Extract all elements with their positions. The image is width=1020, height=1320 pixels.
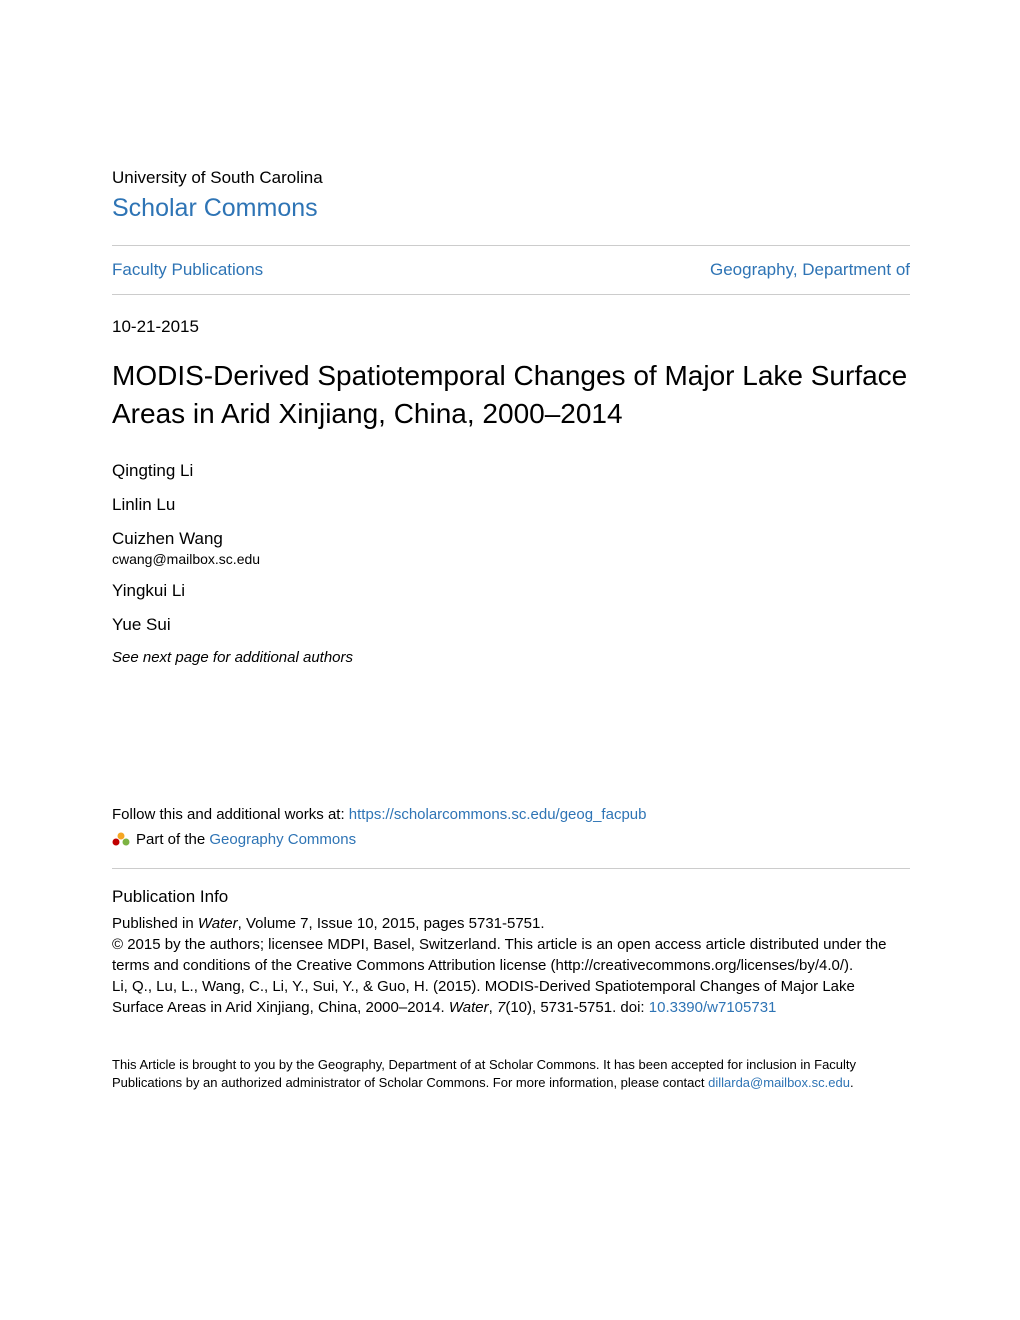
copyright-text: © 2015 by the authors; licensee MDPI, Ba… [112,936,887,974]
journal-name: Water [198,915,238,932]
author: Qingting Li [112,461,910,481]
citation-suffix: (10), 5731-5751. doi: [505,999,648,1016]
author-email: cwang@mailbox.sc.edu [112,551,910,567]
author: Cuizhen Wang cwang@mailbox.sc.edu [112,529,910,567]
publication-date: 10-21-2015 [112,317,910,337]
part-of-prefix: Part of the [136,831,209,848]
university-name: University of South Carolina [112,168,910,188]
divider [112,868,910,869]
additional-authors-note: See next page for additional authors [112,649,910,666]
article-title: MODIS-Derived Spatiotemporal Changes of … [112,357,910,433]
network-icon [112,832,130,846]
follow-prefix: Follow this and additional works at: [112,806,349,823]
author-name: Yue Sui [112,615,910,635]
pub-info-line1-suffix: , Volume 7, Issue 10, 2015, pages 5731-5… [238,915,545,932]
author-name: Qingting Li [112,461,910,481]
author: Linlin Lu [112,495,910,515]
repository-link[interactable]: Scholar Commons [112,194,910,223]
doi-link[interactable]: 10.3390/w7105731 [649,999,777,1016]
authors-list: Qingting Li Linlin Lu Cuizhen Wang cwang… [112,461,910,666]
breadcrumb-nav: Faculty Publications Geography, Departme… [112,246,910,294]
pub-info-line1-prefix: Published in [112,915,198,932]
part-of-network: Part of the Geography Commons [112,831,910,848]
department-link[interactable]: Geography, Department of [710,260,910,280]
collection-link[interactable]: Faculty Publications [112,260,263,280]
follow-works: Follow this and additional works at: htt… [112,806,910,823]
page-header: University of South Carolina Scholar Com… [112,168,910,223]
pub-info-body: Published in Water, Volume 7, Issue 10, … [112,913,910,1018]
author-name: Linlin Lu [112,495,910,515]
author: Yingkui Li [112,581,910,601]
contact-email-link[interactable]: dillarda@mailbox.sc.edu [708,1075,850,1090]
author-name: Yingkui Li [112,581,910,601]
pub-info-heading: Publication Info [112,887,910,907]
footer-notice: This Article is brought to you by the Ge… [112,1056,910,1092]
author: Yue Sui [112,615,910,635]
divider [112,294,910,295]
collection-url-link[interactable]: https://scholarcommons.sc.edu/geog_facpu… [349,806,647,823]
citation-journal: Water [449,999,489,1016]
publication-info-section: Publication Info Published in Water, Vol… [112,887,910,1018]
discipline-link[interactable]: Geography Commons [209,831,356,848]
author-name: Cuizhen Wang [112,529,910,549]
